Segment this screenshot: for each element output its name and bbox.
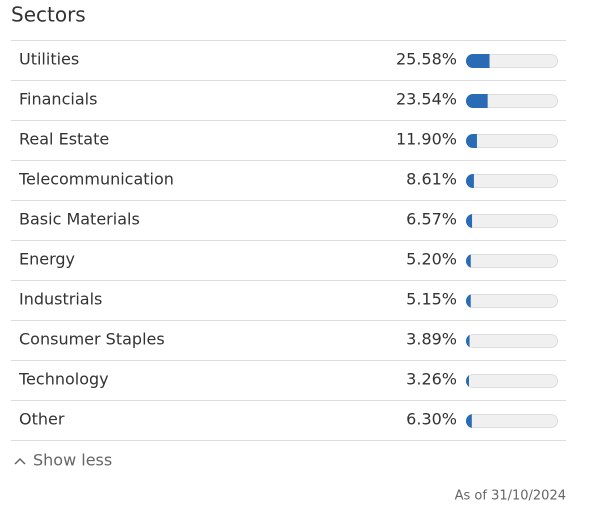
bar xyxy=(466,94,488,108)
bar xyxy=(466,54,490,68)
bar xyxy=(466,294,471,308)
bar xyxy=(466,174,474,188)
bar-track xyxy=(466,214,558,228)
bar-track xyxy=(466,334,558,348)
sector-weight: 3.26% xyxy=(406,370,457,389)
sector-weight: 11.90% xyxy=(396,130,457,149)
panel-title: Sectors xyxy=(11,3,86,27)
bar-track xyxy=(466,134,558,148)
sector-name: Other xyxy=(19,410,65,429)
footnote: As of 31/10/2024 xyxy=(455,489,566,504)
sector-weight: 3.89% xyxy=(406,330,457,349)
sector-name: Utilities xyxy=(19,50,79,69)
bar-track xyxy=(466,294,558,308)
sector-name: Industrials xyxy=(19,290,102,309)
bar xyxy=(466,334,470,348)
sector-weight: 5.15% xyxy=(406,290,457,309)
sector-name: Financials xyxy=(19,90,97,109)
sector-name: Real Estate xyxy=(19,130,109,149)
chevron-up xyxy=(14,457,26,465)
sector-weight: 8.61% xyxy=(406,170,457,189)
sector-weight: 6.30% xyxy=(406,410,457,429)
bar xyxy=(466,374,469,388)
bar-track xyxy=(466,374,558,388)
sector-weight: 23.54% xyxy=(396,90,457,109)
bar-track xyxy=(466,254,558,268)
bar xyxy=(466,134,477,148)
bar xyxy=(466,414,472,428)
sector-name: Energy xyxy=(19,250,75,269)
bar xyxy=(466,214,473,228)
show-less[interactable]: Show less xyxy=(33,451,112,470)
sector-name: Telecommunication xyxy=(18,170,174,189)
bar-track xyxy=(466,174,558,188)
sector-weight: 25.58% xyxy=(396,50,457,69)
sector-name: Consumer Staples xyxy=(19,330,165,349)
toggle[interactable]: Show less xyxy=(14,451,112,470)
bar xyxy=(466,254,471,268)
bar-track xyxy=(466,414,558,428)
sector-name: Technology xyxy=(18,370,109,389)
sector-weight: 6.57% xyxy=(406,210,457,229)
sector-weight: 5.20% xyxy=(406,250,457,269)
sector-name: Basic Materials xyxy=(19,210,140,229)
